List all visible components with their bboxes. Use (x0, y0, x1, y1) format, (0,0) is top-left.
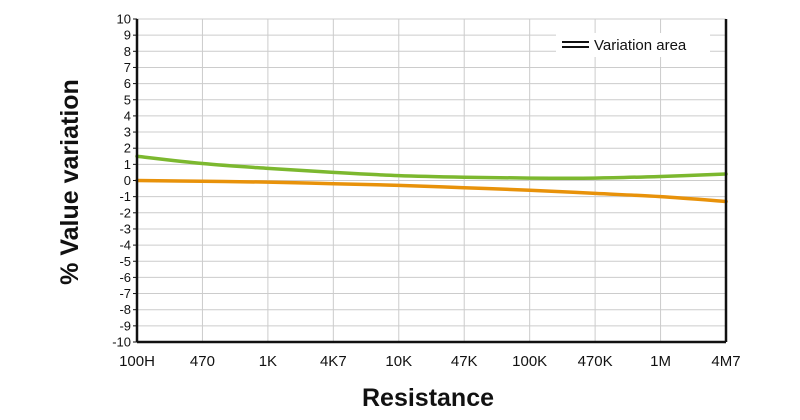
y-tick-label: -9 (119, 318, 131, 333)
y-tick-label: -1 (119, 189, 131, 204)
x-tick-label: 470K (578, 353, 613, 370)
x-tick-label: 4K7 (320, 353, 347, 370)
legend-label: Variation area (594, 37, 687, 54)
x-tick-label: 47K (451, 353, 478, 370)
x-tick-label: 100K (512, 353, 547, 370)
series-layer (135, 154, 728, 204)
y-tick-label: 3 (124, 125, 131, 140)
x-tick-label: 100H (119, 353, 155, 370)
y-tick-label: 9 (124, 28, 131, 43)
x-tick-label: 470 (190, 353, 215, 370)
y-tick-label: 4 (124, 108, 131, 123)
y-tick-label: 7 (124, 60, 131, 75)
y-tick-label: 5 (124, 92, 131, 107)
y-tick-label: 10 (117, 12, 131, 27)
x-axis-title: Resistance (362, 384, 494, 412)
y-tick-label: -6 (119, 270, 131, 285)
y-tick-label: -10 (112, 335, 131, 350)
y-tick-label: -7 (119, 286, 131, 301)
y-tick-label: 0 (124, 173, 131, 188)
x-tick-label: 1K (259, 353, 277, 370)
y-tick-label: -5 (119, 254, 131, 269)
legend: Variation area (556, 33, 710, 57)
x-tick-label: 1M (650, 353, 671, 370)
y-tick-label: 8 (124, 44, 131, 59)
y-axis-title: % Value variation (56, 79, 84, 285)
y-tick-label: 1 (124, 157, 131, 172)
y-tick-label: -4 (119, 238, 131, 253)
series-line-1 (135, 154, 728, 180)
y-tick-label: -3 (119, 221, 131, 236)
y-tick-label: 2 (124, 141, 131, 156)
x-tick-label: 4M7 (711, 353, 740, 370)
axes (133, 18, 728, 344)
y-tick-label: -8 (119, 302, 131, 317)
x-tick-label: 10K (385, 353, 412, 370)
y-tick-label: -2 (119, 205, 131, 220)
y-tick-label: 6 (124, 76, 131, 91)
legend-box (556, 33, 710, 57)
series-line-2 (135, 178, 728, 204)
